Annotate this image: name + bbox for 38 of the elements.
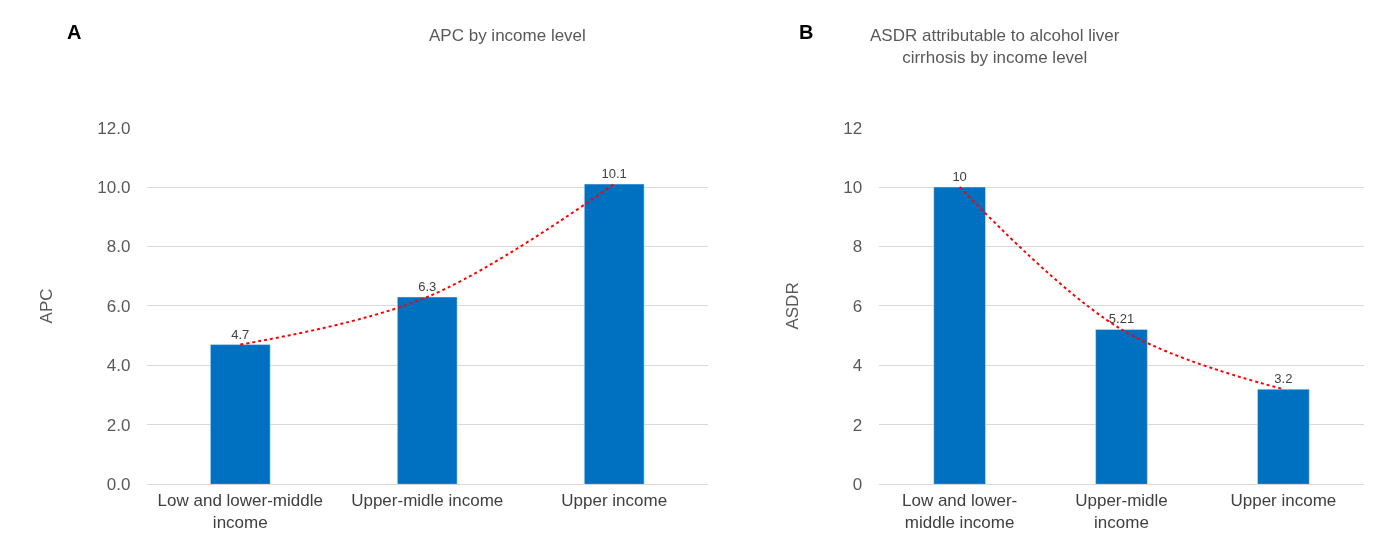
text: A [67,21,82,43]
y-tick-label: 8 [852,237,863,257]
y-tick-label: 12.0 [97,118,131,138]
chart-title: APC by income level [429,26,586,45]
data-label: 4.7 [231,326,250,342]
data-label: 3.2 [1274,371,1293,387]
chart-title: ASDR attributable to alcohol liver cirrhosis by income level [870,26,1120,68]
text: B [799,21,814,43]
y-tick-label: 8.0 [106,237,131,257]
bar [1095,329,1148,485]
bar [397,296,458,485]
y-tick-label: 2.0 [106,415,131,435]
bar [210,344,271,485]
x-tick-label: Upper income [561,490,668,510]
x-tick-label: Upper income [1230,490,1337,510]
y-tick-label: 12 [843,118,863,138]
y-tick-label: 10.0 [97,177,131,197]
y-tick-label: 10 [843,177,863,197]
y-axis-title: ASDR [782,282,802,330]
x-tick-label: Upper-midle income [351,490,504,510]
bar [1257,388,1310,485]
x-tick-label: Low and lower-middle income [157,490,323,532]
y-tick-label: 0 [852,475,863,495]
bar [933,186,986,485]
y-tick-label: 6 [852,296,863,316]
data-label: 6.3 [418,279,437,295]
bar [584,183,645,485]
y-tick-label: 4.0 [106,356,131,376]
y-axis-title: APC [36,288,56,324]
x-tick-label: Upper-midle income [1075,490,1168,532]
data-label: 5.21 [1108,311,1135,327]
x-tick-label: Low and lower-middle income [901,490,1018,532]
data-label: 10.1 [601,166,627,182]
data-label: 10 [952,169,967,185]
y-tick-label: 0.0 [106,475,131,495]
y-tick-label: 2 [852,415,863,435]
y-tick-label: 4 [852,356,863,376]
y-tick-label: 6.0 [106,296,131,316]
